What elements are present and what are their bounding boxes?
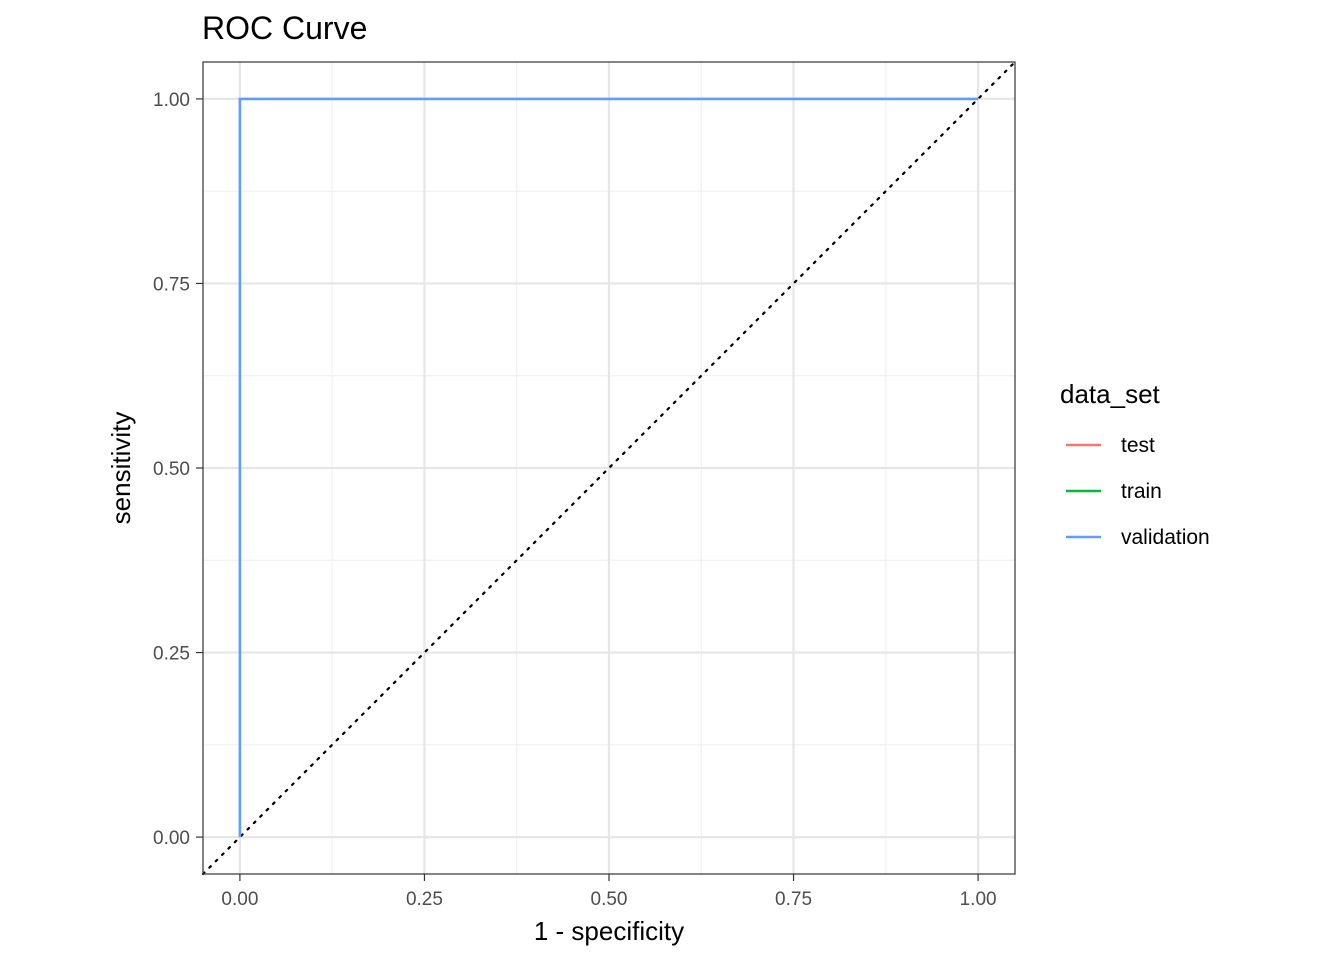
legend-title: data_set [1060, 379, 1161, 409]
x-tick-label: 0.00 [221, 889, 258, 910]
x-tick-label: 1.00 [960, 889, 997, 910]
legend: data_set test train validation [1060, 379, 1210, 549]
x-tick-label: 0.50 [591, 889, 628, 910]
chart-title: ROC Curve [202, 10, 367, 46]
y-tick-label: 1.00 [153, 90, 190, 111]
legend-label-train: train [1121, 480, 1162, 503]
x-axis-title: 1 - specificity [534, 916, 684, 946]
reference-diagonal-line [201, 60, 1017, 876]
series-lines [238, 97, 979, 838]
y-tick-label: 0.00 [153, 828, 190, 849]
series-line-validation [238, 97, 979, 838]
x-tick-label: 0.25 [406, 889, 443, 910]
y-axis: 0.00 0.25 0.50 0.75 1.00 [153, 90, 203, 849]
x-axis: 0.00 0.25 0.50 0.75 1.00 [221, 874, 997, 910]
legend-label-test: test [1121, 434, 1155, 457]
legend-label-validation: validation [1121, 526, 1210, 549]
reference-diagonal [201, 60, 1017, 876]
y-tick-label: 0.25 [153, 644, 190, 665]
y-axis-title: sensitivity [106, 412, 136, 525]
y-tick-label: 0.50 [153, 459, 190, 480]
y-tick-label: 0.75 [153, 274, 190, 295]
x-tick-label: 0.75 [775, 889, 812, 910]
